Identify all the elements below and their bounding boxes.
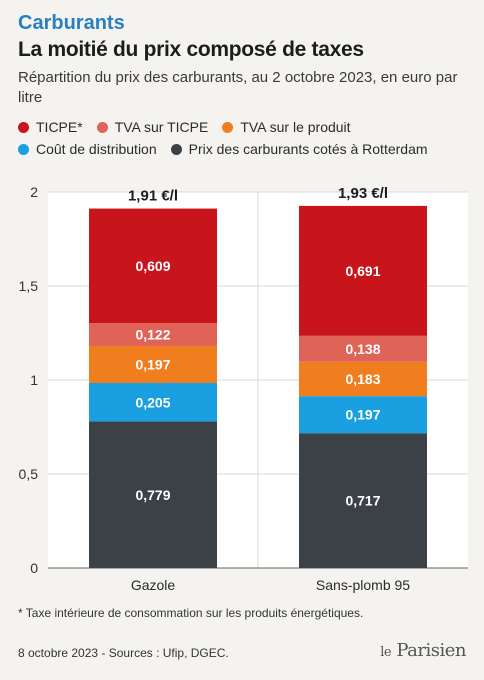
stacked-bar-chart: 0 0,5 1 1,5 2 0,779 0,205 0,197 0,122 0,609 1,91 €… (19, 184, 468, 593)
bar-segment (89, 421, 217, 568)
chart-subtitle: Répartition du prix des carburants, au 2… (18, 69, 458, 106)
y-tick-label: 2 (30, 184, 38, 200)
x-tick-label: Gazole (131, 577, 176, 593)
legend-item-ticpe: TICPE* (18, 119, 83, 135)
source-line: 8 octobre 2023 - Sources : Ufip, DGEC. (18, 646, 229, 660)
legend-item-tva-ticpe: TVA sur TICPE (96, 119, 209, 135)
data-label: 0,138 (345, 341, 380, 357)
data-label: 0,183 (345, 371, 380, 387)
footnote: * Taxe intérieure de consommation sur le… (18, 606, 364, 620)
total-label: 1,91 €/l (128, 188, 178, 205)
data-label: 0,717 (345, 493, 380, 509)
legend-label: TICPE* (36, 119, 83, 135)
legend-label: Coût de distribution (36, 141, 157, 157)
legend-item-rotterdam: Prix des carburants cotés à Rotterdam (170, 141, 428, 157)
legend-dot-tva-produit (222, 121, 234, 133)
legend-dot-rotterdam (170, 143, 182, 155)
bar-segment (299, 205, 427, 336)
y-tick-label: 0,5 (19, 466, 39, 482)
kicker: Carburants (18, 12, 125, 34)
x-tick-label: Sans-plomb 95 (316, 577, 410, 593)
data-label: 0,122 (135, 327, 170, 343)
y-tick-label: 1,5 (19, 278, 39, 294)
data-label: 0,197 (135, 356, 170, 372)
bar-segment (299, 433, 427, 568)
total-label: 1,93 €/l (338, 185, 388, 202)
bar-segment (299, 335, 427, 362)
legend-label: TVA sur TICPE (114, 119, 209, 135)
bar-segment (299, 361, 427, 397)
bar-segment (299, 396, 427, 434)
legend-dot-distribution (18, 143, 29, 155)
data-label: 0,691 (345, 263, 380, 279)
data-label: 0,609 (135, 258, 170, 274)
chart-title: La moitié du prix composé de taxes (18, 38, 364, 61)
bar-segment (89, 383, 217, 422)
data-label: 0,779 (135, 487, 170, 503)
legend-dot-tva-ticpe (96, 121, 108, 133)
data-label: 0,205 (135, 394, 170, 410)
legend-label: TVA sur le produit (240, 119, 351, 135)
data-label: 0,197 (345, 407, 380, 423)
bar-segment (89, 345, 217, 384)
legend: TICPE* TVA sur TICPE TVA sur le produit … (18, 116, 478, 160)
le-parisien-logo: le Parisien (380, 640, 466, 661)
legend-dot-ticpe (18, 121, 29, 133)
legend-label: Prix des carburants cotés à Rotterdam (188, 141, 428, 157)
y-tick-label: 0 (30, 560, 38, 576)
y-tick-label: 1 (30, 372, 38, 388)
legend-item-distribution: Coût de distribution (18, 141, 157, 157)
legend-item-tva-produit: TVA sur le produit (222, 119, 351, 135)
bar-segment (89, 208, 217, 324)
bar-segment (89, 323, 217, 346)
